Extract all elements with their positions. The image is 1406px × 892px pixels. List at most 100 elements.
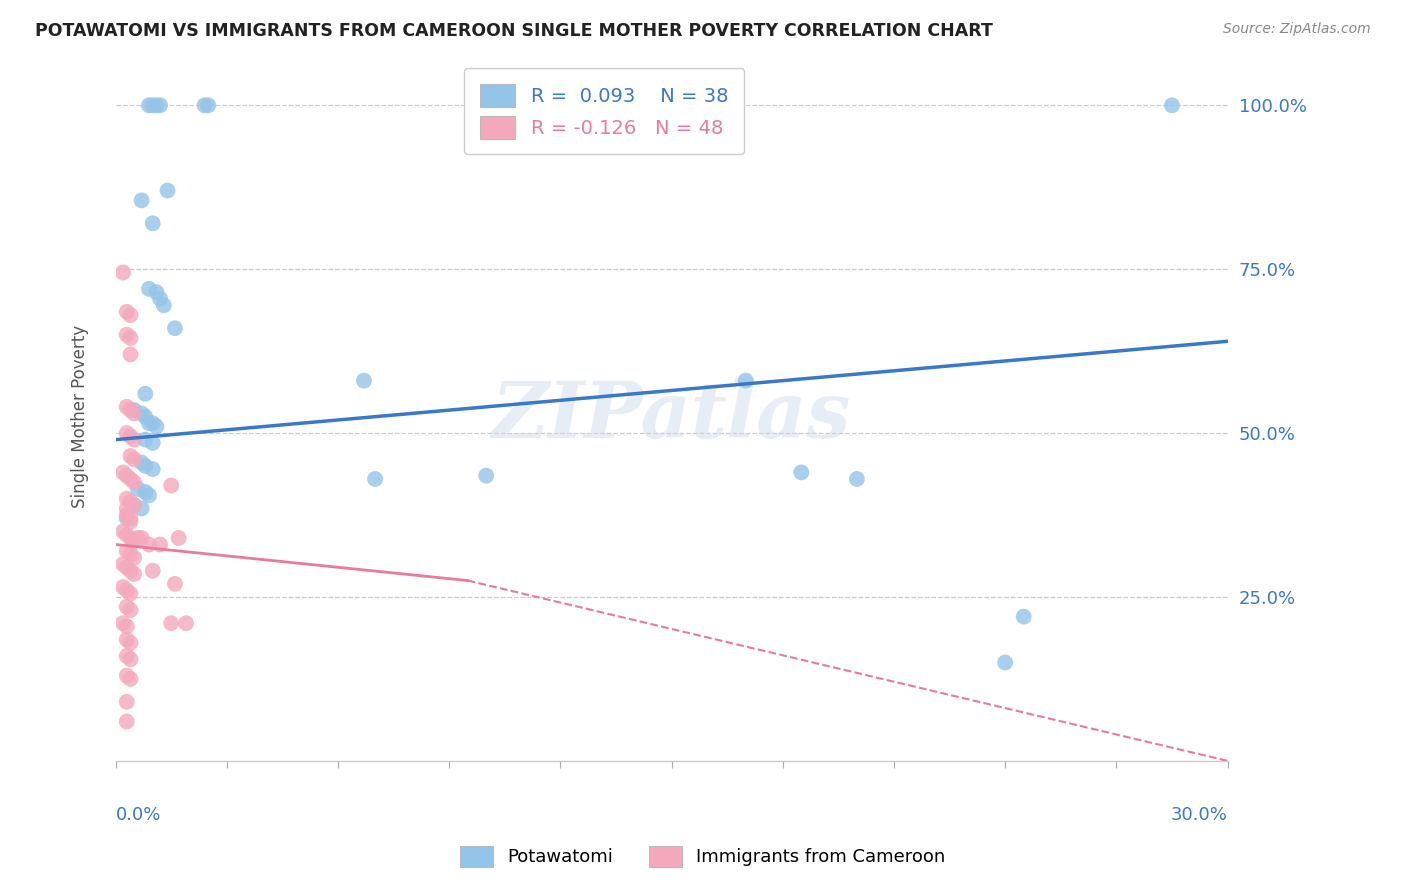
Point: [112, 616, 135, 631]
Point: [122, 498, 145, 512]
Point: [120, 564, 142, 578]
Point: [845, 472, 868, 486]
Point: [115, 695, 138, 709]
Point: [174, 616, 197, 631]
Point: [122, 475, 145, 490]
Point: [115, 648, 138, 663]
Point: [115, 619, 138, 633]
Text: POTAWATOMI VS IMMIGRANTS FROM CAMEROON SINGLE MOTHER POVERTY CORRELATION CHART: POTAWATOMI VS IMMIGRANTS FROM CAMEROON S…: [35, 22, 993, 40]
Point: [1012, 609, 1035, 624]
Point: [115, 527, 138, 541]
Point: [142, 416, 165, 430]
Point: [120, 511, 142, 525]
Point: [134, 458, 156, 473]
Point: [120, 603, 142, 617]
Point: [115, 327, 138, 342]
Point: [149, 98, 172, 112]
Point: [131, 194, 153, 208]
Point: [122, 452, 145, 467]
Point: [1161, 98, 1184, 112]
Point: [112, 265, 135, 279]
Point: [120, 331, 142, 345]
Point: [163, 321, 186, 335]
Point: [138, 416, 160, 430]
Point: [142, 462, 165, 476]
Point: [120, 472, 142, 486]
Point: [115, 501, 138, 516]
Point: [153, 298, 176, 312]
Point: [120, 547, 142, 561]
Point: [120, 347, 142, 361]
Point: [120, 495, 142, 509]
Point: [122, 403, 145, 417]
Legend: R =  0.093    N = 38, R = -0.126   N = 48: R = 0.093 N = 38, R = -0.126 N = 48: [464, 69, 744, 154]
Point: [115, 544, 138, 558]
Point: [142, 98, 165, 112]
Point: [115, 714, 138, 729]
Point: [120, 449, 142, 463]
Point: [160, 478, 183, 492]
Point: [734, 374, 756, 388]
Text: ZIPatlas: ZIPatlas: [492, 378, 851, 455]
Point: [145, 285, 167, 300]
Point: [994, 656, 1017, 670]
Point: [120, 587, 142, 601]
Text: Source: ZipAtlas.com: Source: ZipAtlas.com: [1223, 22, 1371, 37]
Point: [142, 436, 165, 450]
Point: [115, 560, 138, 574]
Point: [120, 429, 142, 443]
Point: [131, 456, 153, 470]
Point: [197, 98, 219, 112]
Point: [142, 216, 165, 230]
Point: [115, 511, 138, 525]
Point: [112, 580, 135, 594]
Point: [115, 491, 138, 506]
Point: [127, 482, 149, 496]
Point: [122, 567, 145, 582]
Point: [127, 531, 149, 545]
Point: [120, 531, 142, 545]
Point: [353, 374, 375, 388]
Point: [112, 524, 135, 539]
Point: [145, 419, 167, 434]
Point: [122, 433, 145, 447]
Point: [160, 616, 183, 631]
Point: [122, 550, 145, 565]
Point: [115, 305, 138, 319]
Point: [115, 668, 138, 682]
Point: [120, 636, 142, 650]
Legend: Potawatomi, Immigrants from Cameroon: Potawatomi, Immigrants from Cameroon: [453, 838, 953, 874]
Point: [115, 468, 138, 483]
Text: 0.0%: 0.0%: [115, 805, 162, 823]
Point: [115, 583, 138, 598]
Point: [138, 98, 160, 112]
Point: [138, 282, 160, 296]
Point: [134, 409, 156, 424]
Point: [115, 632, 138, 647]
Point: [134, 433, 156, 447]
Point: [112, 466, 135, 480]
Point: [790, 466, 813, 480]
Point: [115, 400, 138, 414]
Point: [120, 652, 142, 666]
Point: [142, 564, 165, 578]
Point: [120, 403, 142, 417]
Point: [122, 534, 145, 549]
Point: [115, 426, 138, 441]
Point: [156, 184, 179, 198]
Text: 30.0%: 30.0%: [1171, 805, 1227, 823]
Point: [149, 537, 172, 551]
Point: [120, 672, 142, 686]
Point: [138, 537, 160, 551]
Point: [131, 531, 153, 545]
Point: [131, 406, 153, 420]
Point: [149, 292, 172, 306]
Point: [145, 98, 167, 112]
Point: [167, 531, 190, 545]
Point: [120, 308, 142, 322]
Point: [364, 472, 387, 486]
Point: [115, 508, 138, 522]
Point: [131, 501, 153, 516]
Point: [115, 599, 138, 614]
Point: [134, 485, 156, 500]
